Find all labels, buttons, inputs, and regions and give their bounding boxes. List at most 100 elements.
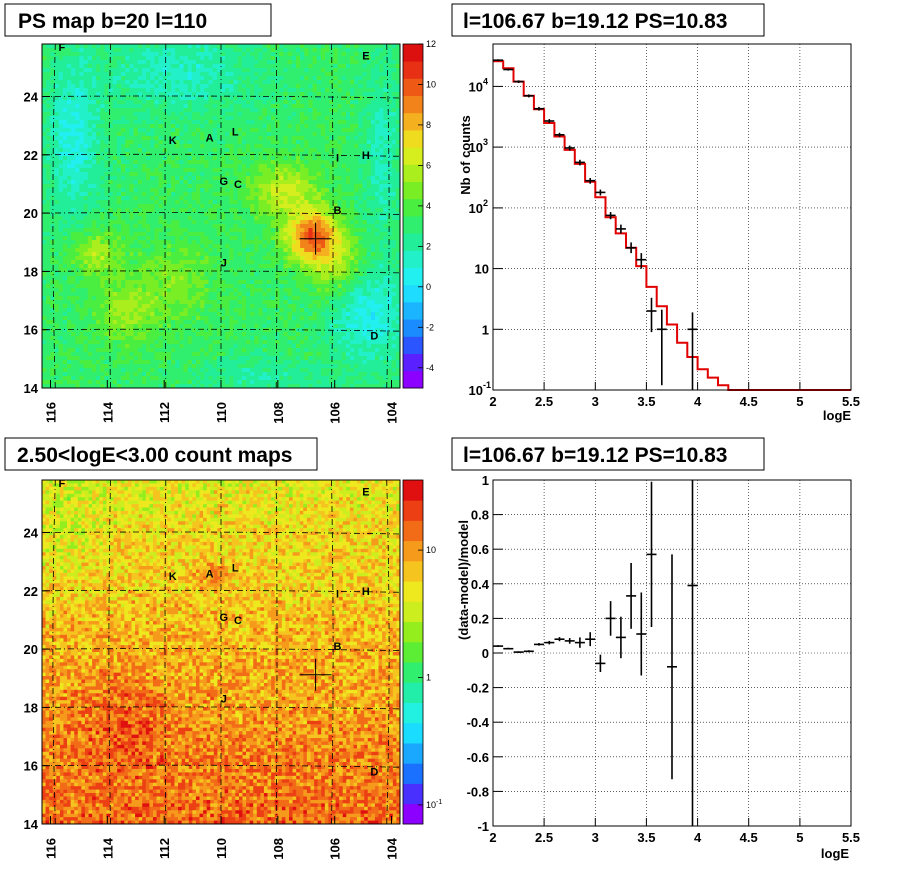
heatmap-cell: [267, 124, 272, 128]
heatmap-cell: [79, 344, 84, 348]
heatmap-cell: [204, 176, 209, 180]
heatmap-cell: [125, 316, 130, 320]
heatmap-cell: [200, 200, 205, 204]
heatmap-cell: [196, 112, 201, 116]
heatmap-cell: [79, 260, 84, 264]
heatmap-cell: [46, 100, 51, 104]
heatmap-cell: [92, 120, 97, 124]
heatmap-cell: [134, 188, 139, 192]
heatmap-cell: [113, 72, 118, 76]
heatmap-cell: [246, 252, 251, 256]
heatmap-cell: [129, 268, 134, 272]
heatmap-cell: [196, 52, 201, 56]
heatmap-cell: [213, 228, 218, 232]
heatmap-cell: [104, 52, 109, 56]
heatmap-cell: [279, 52, 284, 56]
heatmap-cell: [84, 104, 89, 108]
heatmap-cell: [79, 292, 84, 296]
heatmap-cell: [279, 144, 284, 148]
heatmap-cell: [213, 64, 218, 68]
heatmap-cell: [204, 324, 209, 328]
heatmap-cell: [96, 292, 101, 296]
heatmap-cell: [146, 208, 151, 212]
heatmap-cell: [242, 72, 247, 76]
heatmap-cell: [267, 100, 272, 104]
heatmap-cell: [100, 248, 105, 252]
heatmap-cell: [204, 224, 209, 228]
heatmap-cell: [179, 356, 184, 360]
heatmap-cell: [258, 296, 263, 300]
heatmap-cell: [279, 312, 284, 316]
heatmap-cell: [254, 380, 259, 384]
heatmap-cell: [63, 64, 68, 68]
heatmap-cell: [92, 340, 97, 344]
heatmap-cell: [229, 84, 234, 88]
heatmap-cell: [88, 264, 93, 268]
heatmap-cell: [233, 160, 238, 164]
heatmap-cell: [213, 224, 218, 228]
heatmap-cell: [134, 284, 139, 288]
heatmap-cell: [263, 124, 268, 128]
heatmap-cell: [271, 188, 276, 192]
heatmap-cell: [96, 332, 101, 336]
heatmap-cell: [96, 320, 101, 324]
heatmap-cell: [150, 264, 155, 268]
heatmap-cell: [50, 296, 55, 300]
heatmap-cell: [84, 296, 89, 300]
heatmap-cell: [46, 204, 51, 208]
heatmap-cell: [109, 352, 114, 356]
heatmap-cell: [109, 376, 114, 380]
heatmap-cell: [63, 136, 68, 140]
heatmap-cell: [96, 228, 101, 232]
heatmap-cell: [96, 284, 101, 288]
heatmap-cell: [125, 128, 130, 132]
heatmap-cell: [179, 240, 184, 244]
heatmap-cell: [204, 72, 209, 76]
heatmap-cell: [125, 268, 130, 272]
heatmap-cell: [42, 204, 47, 208]
heatmap-cell: [84, 52, 89, 56]
heatmap-cell: [225, 100, 230, 104]
heatmap-cell: [238, 88, 243, 92]
heatmap-cell: [134, 364, 139, 368]
heatmap-cell: [167, 208, 172, 212]
heatmap-cell: [154, 256, 159, 260]
heatmap-cell: [150, 116, 155, 120]
heatmap-cell: [88, 176, 93, 180]
heatmap-cell: [213, 300, 218, 304]
heatmap-cell: [59, 100, 64, 104]
heatmap-cell: [154, 316, 159, 320]
heatmap-cell: [233, 216, 238, 220]
heatmap-cell: [184, 84, 189, 88]
heatmap-cell: [59, 128, 64, 132]
heatmap-cell: [188, 108, 193, 112]
heatmap-cell: [221, 48, 226, 52]
heatmap-cell: [238, 312, 243, 316]
heatmap-cell: [125, 364, 130, 368]
heatmap-cell: [200, 220, 205, 224]
heatmap-cell: [200, 68, 205, 72]
heatmap-cell: [117, 72, 122, 76]
heatmap-cell: [100, 244, 105, 248]
heatmap-cell: [163, 348, 168, 352]
heatmap-cell: [233, 272, 238, 276]
heatmap-cell: [59, 372, 64, 376]
heatmap-cell: [71, 352, 76, 356]
heatmap-cell: [92, 276, 97, 280]
heatmap-cell: [96, 260, 101, 264]
heatmap-cell: [200, 48, 205, 52]
heatmap-cell: [121, 264, 126, 268]
heatmap-cell: [171, 360, 176, 364]
heatmap-cell: [254, 340, 259, 344]
heatmap-cell: [71, 56, 76, 60]
heatmap-cell: [271, 268, 276, 272]
heatmap-cell: [242, 164, 247, 168]
heatmap-cell: [134, 328, 139, 332]
heatmap-cell: [171, 88, 176, 92]
heatmap-cell: [225, 116, 230, 120]
heatmap-cell: [142, 44, 147, 48]
heatmap-cell: [121, 60, 126, 64]
heatmap-cell: [246, 148, 251, 152]
heatmap-cell: [84, 96, 89, 100]
heatmap-cell: [238, 372, 243, 376]
